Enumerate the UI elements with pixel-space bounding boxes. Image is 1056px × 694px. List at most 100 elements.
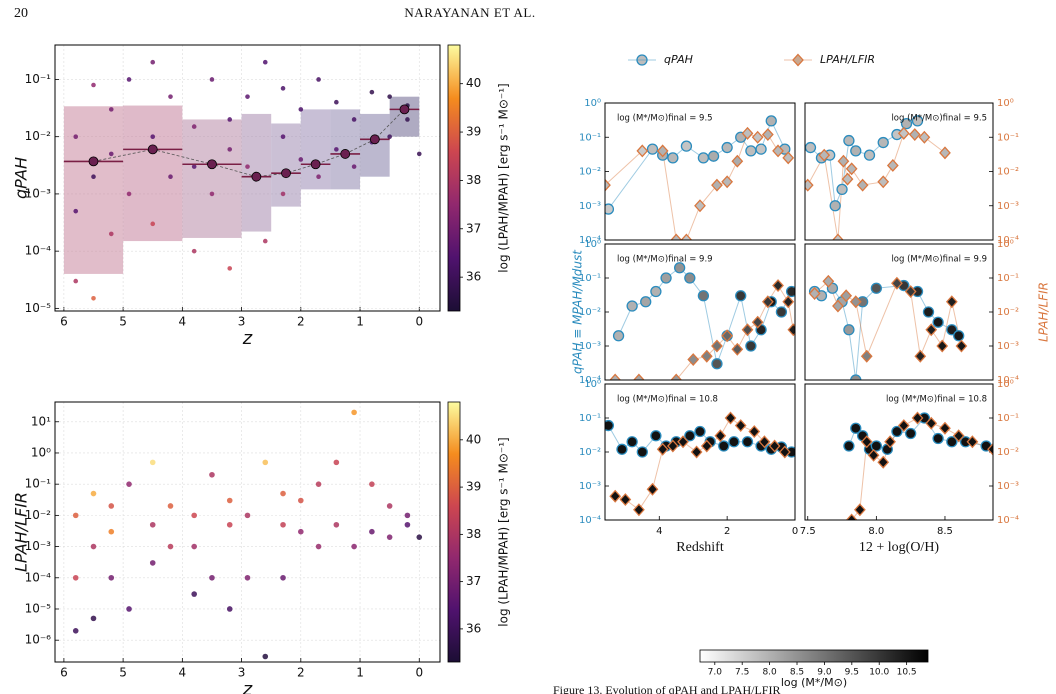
data-point xyxy=(262,653,269,660)
y-tick-label: 10⁻¹ xyxy=(25,477,52,491)
data-point xyxy=(168,94,173,99)
x-tick-label: 8.5 xyxy=(937,526,953,537)
y-tick-label: 10⁻² xyxy=(997,447,1019,458)
circle-marker xyxy=(684,430,696,442)
diamond-marker xyxy=(605,178,611,192)
data-point xyxy=(227,266,233,271)
diamond-marker xyxy=(891,276,903,290)
diamond-marker xyxy=(731,154,744,168)
x-tick-label: 0 xyxy=(415,666,423,680)
data-point xyxy=(191,512,197,519)
series-line xyxy=(851,417,993,520)
x-tick-label: 1 xyxy=(356,315,364,329)
x-tick-label: 7.5 xyxy=(800,526,816,537)
diamond-marker xyxy=(849,295,862,309)
circle-marker xyxy=(829,200,841,212)
data-point xyxy=(126,606,132,612)
percentile-band xyxy=(360,113,390,177)
colorbar xyxy=(447,401,461,663)
diamond-marker xyxy=(741,126,754,140)
axes-frame xyxy=(604,383,796,521)
diamond-marker xyxy=(700,439,713,453)
diamond-marker xyxy=(772,279,784,293)
colorbar-tick-label: 9.5 xyxy=(845,668,859,678)
y-tick-label: 10⁻⁴ xyxy=(25,570,52,584)
diamond-marker xyxy=(822,274,835,288)
data-point xyxy=(126,77,132,82)
circle-marker xyxy=(755,143,767,155)
diamond-marker xyxy=(761,295,774,309)
panel-annotation: log (M*/M⊙)final = 9.9 xyxy=(891,255,987,265)
data-point xyxy=(387,94,392,99)
diamond-marker xyxy=(908,128,921,142)
diamond-marker xyxy=(680,233,693,240)
axes-frame xyxy=(54,401,441,663)
data-point xyxy=(226,606,233,612)
y-tick-label: 10⁻³ xyxy=(997,481,1019,492)
circle-marker xyxy=(775,306,788,318)
diamond-marker xyxy=(711,339,723,353)
x-axis-label: 12 + log(O/H) xyxy=(859,540,940,555)
circle-marker xyxy=(640,296,652,308)
circle-marker xyxy=(891,425,903,438)
diamond-marker xyxy=(818,148,831,162)
diamond-marker xyxy=(987,442,993,456)
colorbar-tick-label: 7.5 xyxy=(735,668,749,678)
diamond-marker xyxy=(925,323,938,337)
diamond-marker xyxy=(609,373,622,380)
diamond-marker xyxy=(721,175,734,189)
circle-marker xyxy=(694,425,706,438)
circle-marker xyxy=(612,330,625,342)
diamond-marker xyxy=(666,439,679,453)
median-point xyxy=(399,104,410,115)
diamond-marker xyxy=(687,353,700,366)
diamond-marker xyxy=(955,339,968,353)
data-point xyxy=(244,512,251,519)
y-tick-label: 10⁻⁴ xyxy=(997,515,1019,526)
diamond-marker xyxy=(860,349,873,363)
y2-axis-label: LPAH/LFIR xyxy=(1037,282,1051,342)
circle-marker xyxy=(863,149,876,161)
legend-label: LPAH/LFIR xyxy=(820,53,875,66)
y-axis-label: LPAH/LFIR xyxy=(12,492,31,572)
diamond-marker xyxy=(925,416,938,430)
y-tick-label: 10⁻¹ xyxy=(25,72,52,86)
data-point xyxy=(91,296,96,301)
panel-annotation: log (M*/M⊙)final = 9.5 xyxy=(891,114,987,124)
circle-marker xyxy=(667,152,679,164)
y-tick-label: 10⁰ xyxy=(584,379,601,390)
circle-marker xyxy=(650,285,662,298)
data-point xyxy=(334,147,339,152)
diamond-marker xyxy=(877,455,890,469)
data-point xyxy=(404,521,411,528)
data-point xyxy=(126,191,132,197)
data-point xyxy=(298,157,304,162)
data-point xyxy=(91,174,96,179)
colorbar-label: log (M*/M⊙) xyxy=(781,676,847,689)
diamond-marker xyxy=(700,349,713,363)
diamond-marker xyxy=(761,128,774,142)
circle-marker xyxy=(905,427,917,440)
x-tick-label: 3 xyxy=(238,315,246,329)
data-point xyxy=(167,503,174,509)
diamond-marker xyxy=(782,295,795,309)
y-tick-label: 10⁻⁵ xyxy=(25,601,52,615)
diamond-marker xyxy=(633,503,645,517)
diamond-marker xyxy=(845,513,858,520)
figure-caption: Figure 13. Evolution of qPAH and LPAH/LF… xyxy=(553,683,780,694)
circle-marker xyxy=(870,440,883,452)
page-number: 20 xyxy=(14,6,28,21)
circle-marker xyxy=(707,150,720,162)
x-tick-label: 4 xyxy=(656,526,662,537)
plot-area xyxy=(63,59,422,301)
x-tick-label: 3 xyxy=(238,666,246,680)
circle-marker xyxy=(721,141,733,154)
x-tick-label: 4 xyxy=(179,666,187,680)
diamond-marker xyxy=(897,126,910,140)
diamond-marker xyxy=(945,295,958,309)
legend-marker xyxy=(636,54,648,66)
data-point xyxy=(91,82,96,88)
circle-marker xyxy=(735,290,747,302)
circle-marker xyxy=(870,282,883,294)
circle-marker xyxy=(946,436,958,448)
